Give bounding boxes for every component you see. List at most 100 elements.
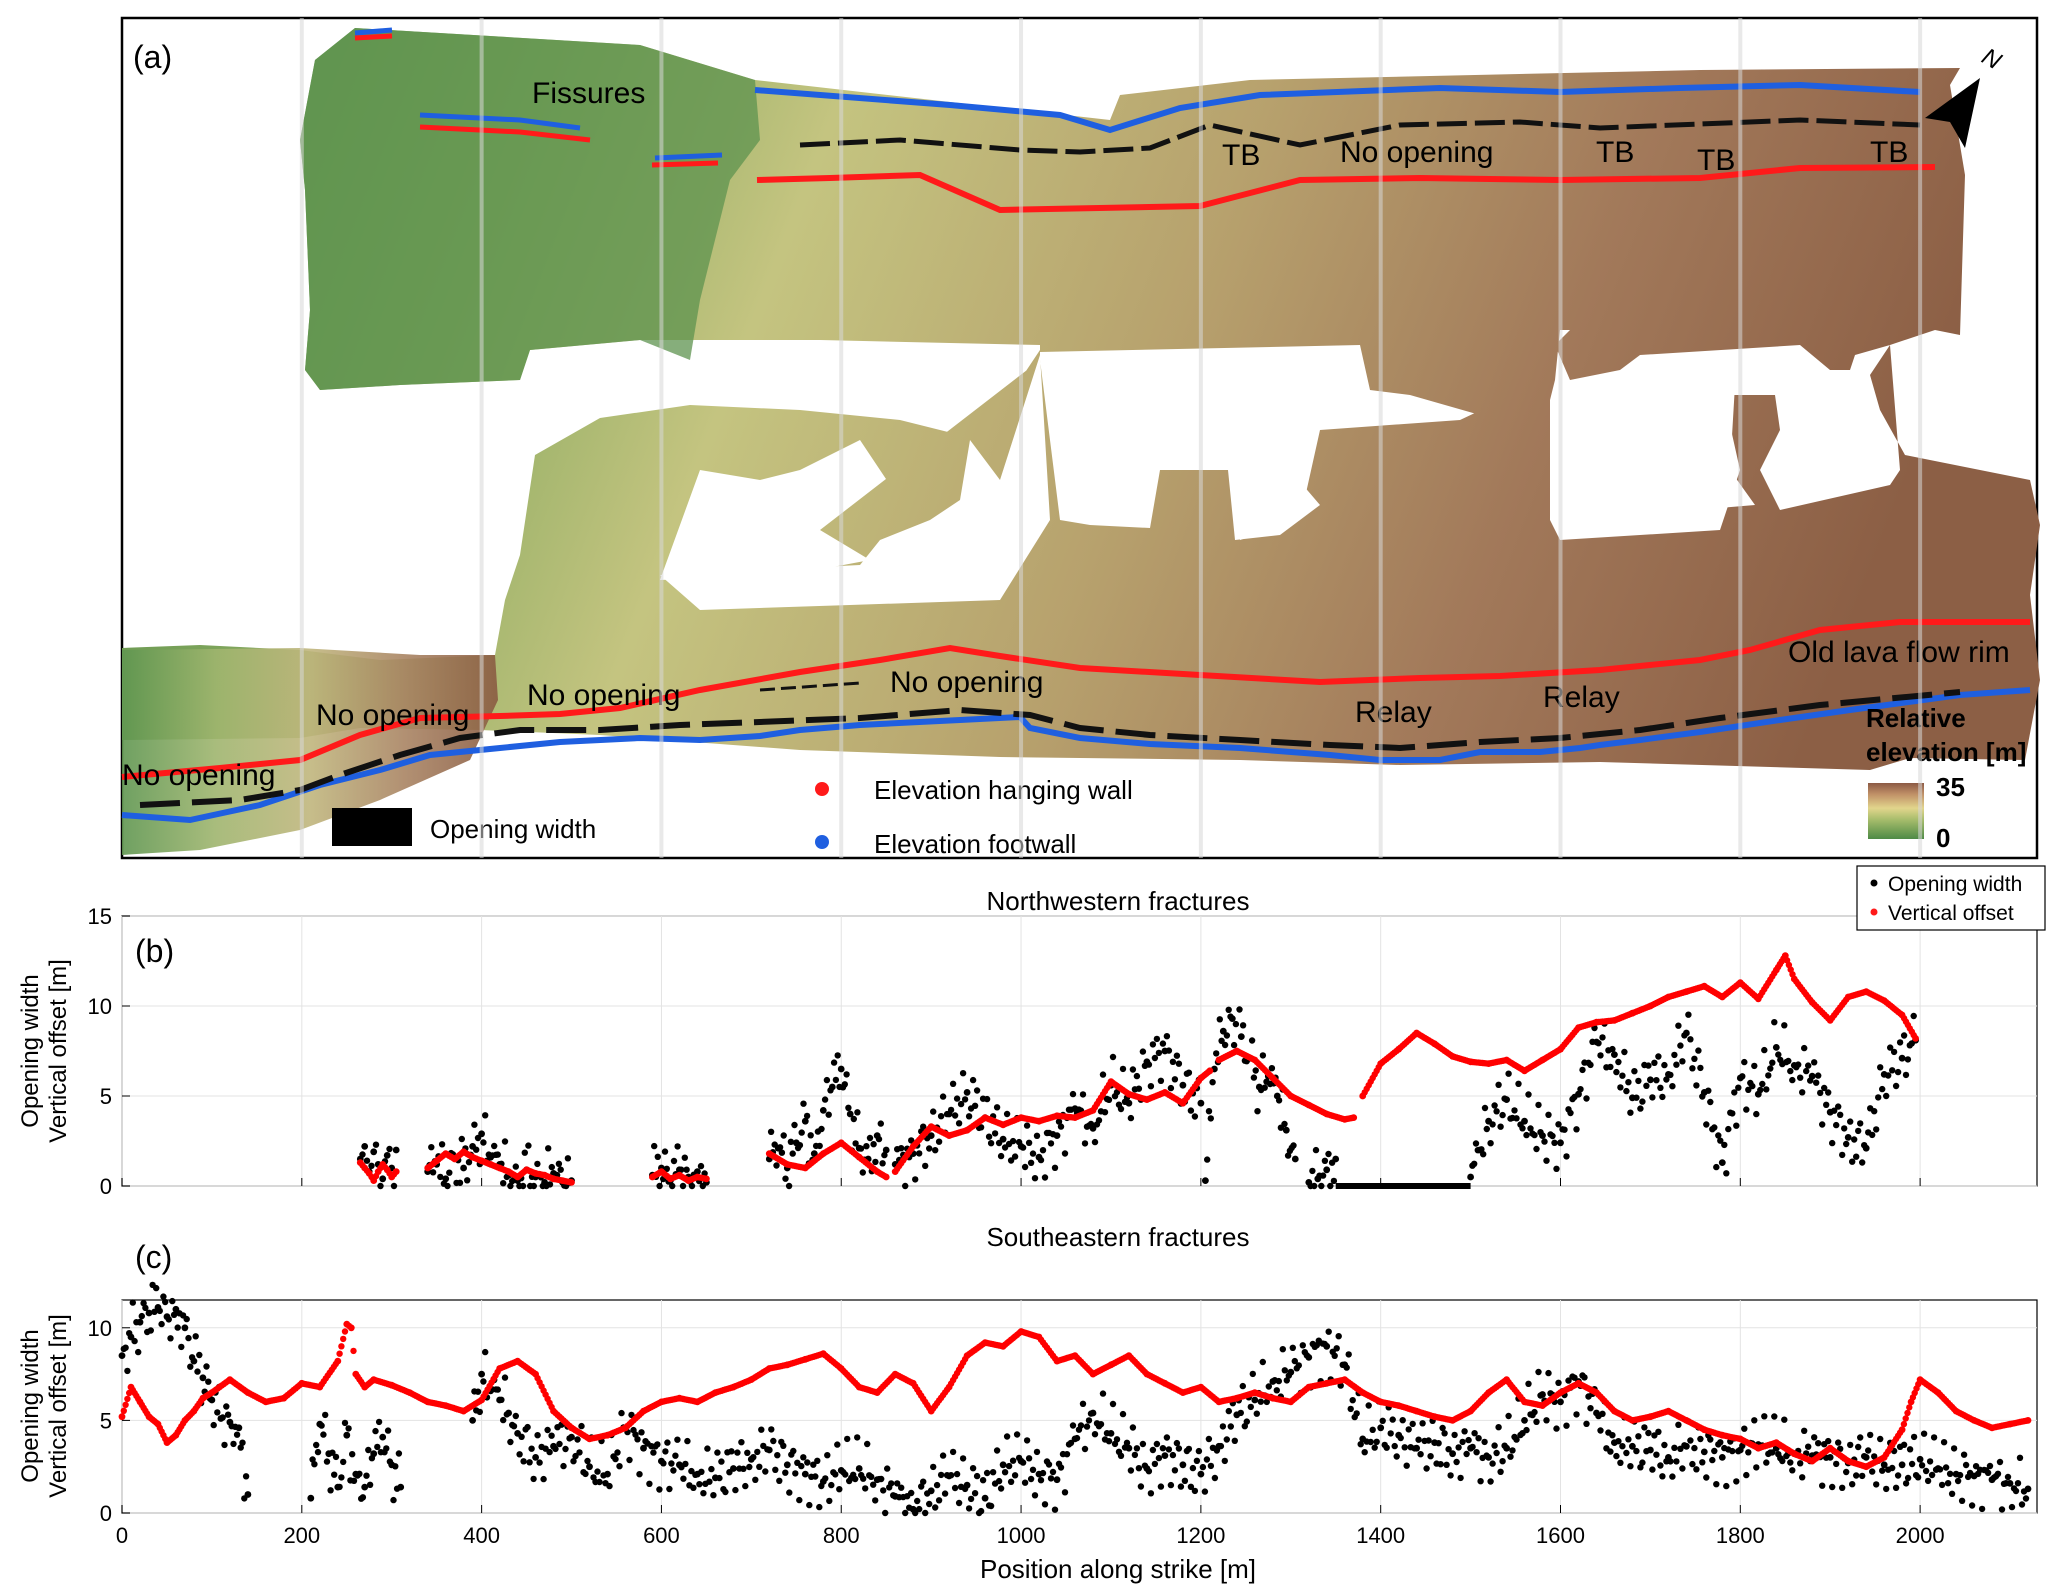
opening-width-point	[350, 1477, 358, 1485]
fissure-2-blue	[419, 112, 581, 131]
opening-width-point	[471, 1121, 478, 1128]
opening-width-point	[1259, 1052, 1267, 1059]
opening-width-point	[1803, 1067, 1810, 1075]
opening-width-point	[926, 1145, 933, 1152]
opening-lower-fault-short	[759, 681, 861, 692]
opening-width-point	[1703, 1121, 1710, 1128]
opening-width-point	[1729, 1110, 1736, 1117]
label-no-opening-2: No opening	[316, 699, 469, 732]
opening-width-point	[1331, 1352, 1338, 1360]
opening-width-point	[1877, 1064, 1884, 1071]
opening-width-point	[1910, 1433, 1918, 1441]
opening-width-point	[458, 1135, 465, 1143]
opening-width-point	[1493, 1108, 1500, 1115]
opening-width-point	[1525, 1091, 1532, 1098]
opening-width-point	[1954, 1477, 1962, 1485]
opening-width-point	[1137, 1483, 1145, 1490]
opening-width-point	[1443, 1461, 1450, 1469]
opening-width-point	[2006, 1480, 2014, 1487]
opening-width-point	[1216, 1016, 1224, 1023]
legend-vertical-offset-text: Vertical offset	[1888, 902, 2014, 925]
opening-width-point	[500, 1180, 507, 1187]
opening-width-point	[1789, 1467, 1796, 1474]
opening-width-point	[606, 1482, 613, 1490]
opening-width-point	[1749, 1082, 1756, 1090]
opening-width-point	[798, 1462, 805, 1470]
opening-width-point	[1898, 1054, 1906, 1062]
opening-width-point	[1187, 1107, 1195, 1114]
opening-width-point	[1657, 1462, 1664, 1469]
opening-width-point	[1447, 1472, 1454, 1479]
opening-width-point	[1403, 1462, 1410, 1469]
opening-width-point	[1743, 1471, 1750, 1479]
vertical-offset-point	[336, 1350, 343, 1357]
opening-width-point	[1493, 1449, 1500, 1457]
opening-width-point	[1061, 1489, 1069, 1496]
opening-width-point	[1525, 1380, 1532, 1388]
opening-width-point	[1309, 1167, 1316, 1175]
opening-width-point	[1117, 1452, 1125, 1460]
opening-width-point	[930, 1463, 937, 1471]
opening-width-point	[1185, 1445, 1193, 1453]
opening-width-point	[1161, 1452, 1169, 1459]
opening-width-point	[1061, 1150, 1069, 1157]
opening-width-point	[1445, 1446, 1452, 1453]
vertical-offset-point	[350, 1347, 357, 1355]
opening-width-point	[1441, 1430, 1448, 1437]
opening-width-point	[922, 1162, 929, 1170]
opening-width-point	[852, 1475, 859, 1483]
opening-width-point	[1165, 1047, 1173, 1054]
opening-width-point	[1480, 1151, 1487, 1158]
dem-gap-3	[1550, 380, 1755, 520]
opening-width-point	[1887, 1044, 1894, 1051]
vertical-offset-point	[122, 1401, 129, 1409]
label-no-opening-top: No opening	[1340, 136, 1493, 169]
opening-width-point	[697, 1162, 705, 1170]
panel-c-title: Southeastern fractures	[986, 1222, 1249, 1252]
opening-width-point	[1033, 1132, 1041, 1140]
opening-width-point	[1779, 1457, 1786, 1465]
opening-width-point	[1039, 1469, 1047, 1477]
opening-width-point	[570, 1458, 577, 1465]
opening-width-point	[1232, 1020, 1240, 1028]
panel-c-axes-frame	[121, 1299, 2038, 1514]
opening-width-point	[935, 1497, 943, 1504]
opening-width-point	[2018, 1501, 2026, 1508]
opening-width-point	[235, 1424, 243, 1432]
vertical-offset-point	[334, 1357, 342, 1365]
opening-width-point	[196, 1351, 203, 1359]
opening-width-point	[870, 1141, 877, 1148]
opening-width-point	[1679, 1465, 1686, 1472]
opening-width-point	[1471, 1430, 1478, 1437]
opening-width-point	[1958, 1497, 1966, 1505]
opening-width-point	[1926, 1458, 1934, 1465]
opening-width-point	[1543, 1417, 1550, 1424]
opening-width-point	[2022, 1495, 2030, 1502]
opening-width-point	[1557, 1139, 1564, 1147]
opening-width-point	[1615, 1438, 1622, 1445]
opening-width-point	[670, 1467, 677, 1474]
opening-width-point	[1751, 1062, 1758, 1070]
opening-width-point	[1193, 1457, 1201, 1465]
opening-width-point	[194, 1368, 201, 1375]
opening-width-point	[1204, 1156, 1211, 1163]
opening-width-point	[1251, 1396, 1259, 1404]
opening-width-point	[1133, 1072, 1141, 1080]
opening-width-point	[955, 1120, 963, 1127]
opening-width-point	[1811, 1434, 1818, 1441]
opening-width-point	[1819, 1482, 1826, 1489]
opening-width-point	[169, 1297, 176, 1305]
opening-width-point	[429, 1169, 437, 1176]
opening-width-point	[1405, 1426, 1412, 1433]
opening-width-point	[368, 1162, 375, 1170]
x-tick-label: 600	[643, 1523, 680, 1548]
opening-width-point	[614, 1449, 621, 1456]
opening-width-point	[1637, 1105, 1644, 1112]
opening-width-point	[1095, 1117, 1103, 1124]
opening-width-point	[1763, 1086, 1770, 1093]
opening-width-point	[1085, 1417, 1093, 1424]
opening-width-point	[782, 1175, 789, 1182]
opening-width-point	[1083, 1423, 1091, 1430]
opening-width-point	[1259, 1358, 1267, 1366]
opening-width-point	[814, 1457, 821, 1465]
